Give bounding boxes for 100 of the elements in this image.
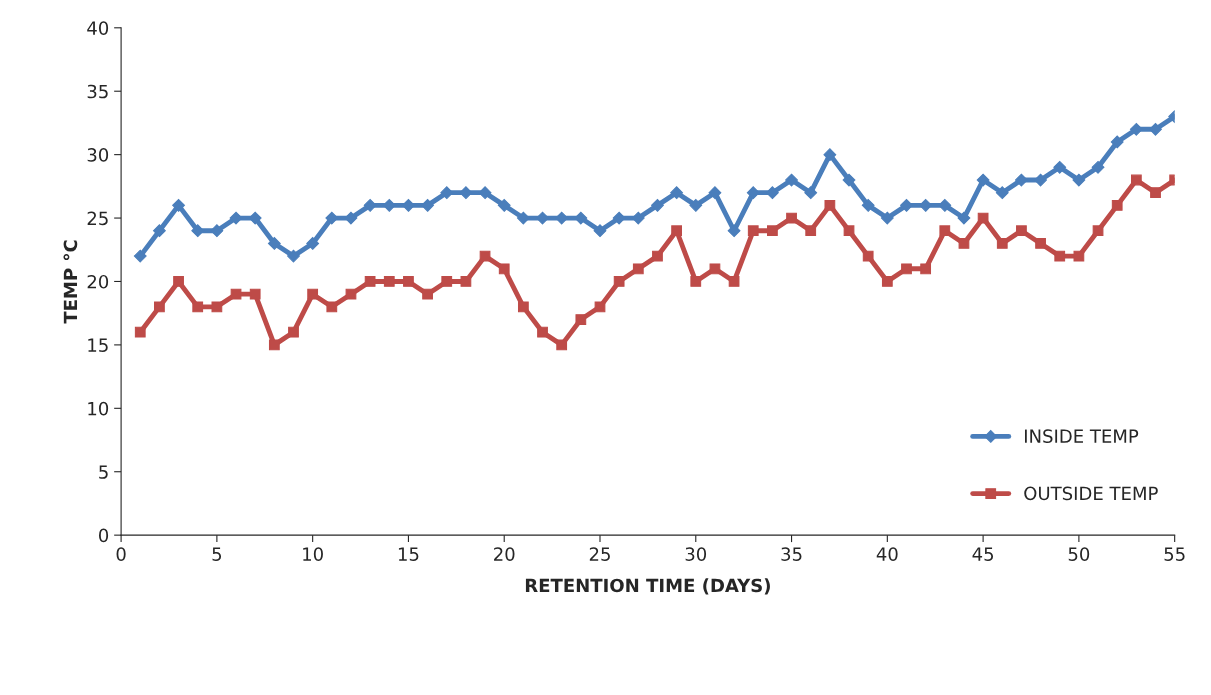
- point: [517, 301, 529, 313]
- point: [612, 211, 626, 225]
- point: [402, 198, 415, 212]
- point: [307, 288, 319, 300]
- point: [709, 263, 721, 275]
- y-tick-label: 5: [99, 465, 108, 479]
- point: [651, 198, 664, 212]
- point: [497, 198, 511, 212]
- y-tick-label: 25: [87, 211, 108, 226]
- point: [268, 339, 280, 351]
- point: [1149, 122, 1162, 136]
- point: [957, 211, 971, 225]
- point: [786, 212, 797, 224]
- x-tick-label: 55: [1164, 547, 1185, 561]
- point: [421, 198, 435, 212]
- point: [383, 276, 395, 287]
- y-axis-title: TEMP °C: [63, 240, 78, 324]
- point: [192, 301, 204, 313]
- point: [287, 249, 300, 263]
- point: [133, 249, 147, 263]
- point: [765, 186, 779, 200]
- point: [441, 276, 453, 287]
- point: [248, 211, 262, 225]
- point: [842, 173, 856, 187]
- point: [574, 211, 588, 225]
- point: [670, 186, 684, 200]
- point: [173, 276, 184, 287]
- point: [460, 276, 472, 287]
- point: [306, 237, 320, 250]
- point: [1111, 199, 1123, 211]
- point: [958, 238, 970, 249]
- point: [1110, 135, 1124, 149]
- point: [1150, 187, 1161, 199]
- point: [613, 276, 625, 287]
- point: [516, 211, 530, 225]
- point: [1053, 160, 1067, 174]
- x-tick-label: 50: [1068, 547, 1090, 561]
- point: [1092, 225, 1104, 237]
- x-tick-label: 40: [876, 547, 898, 561]
- point: [1091, 160, 1105, 174]
- point: [249, 288, 261, 300]
- point: [901, 263, 912, 275]
- y-tick-label: 10: [88, 401, 109, 416]
- x-tick-label: 25: [589, 547, 610, 561]
- point: [632, 263, 644, 275]
- point: [1054, 250, 1066, 262]
- y-tick-label: 20: [87, 274, 109, 289]
- point: [344, 211, 358, 225]
- point: [345, 288, 357, 300]
- y-tick-label: 35: [87, 84, 108, 99]
- point: [230, 288, 242, 300]
- point: [556, 339, 568, 351]
- point: [326, 301, 338, 313]
- point: [154, 301, 165, 313]
- point: [919, 198, 933, 212]
- point: [210, 224, 224, 238]
- point: [747, 225, 759, 237]
- point: [900, 198, 913, 212]
- point: [153, 224, 166, 238]
- point: [824, 199, 836, 211]
- point: [267, 237, 281, 250]
- x-tick-label: 0: [116, 547, 126, 561]
- point: [843, 225, 855, 237]
- point: [1130, 174, 1142, 186]
- point: [288, 326, 299, 338]
- point: [325, 211, 339, 225]
- point: [671, 225, 682, 237]
- point: [690, 276, 702, 287]
- point: [1035, 238, 1046, 249]
- point: [728, 276, 740, 287]
- point: [1034, 173, 1047, 187]
- point: [478, 186, 492, 200]
- point: [804, 186, 818, 200]
- point: [575, 314, 587, 325]
- point: [498, 263, 510, 275]
- point: [652, 250, 663, 262]
- x-tick-label: 20: [494, 547, 515, 561]
- point: [746, 186, 760, 200]
- x-tick-label: 5: [212, 547, 222, 561]
- point: [422, 288, 433, 300]
- point: [862, 250, 874, 262]
- point: [767, 225, 778, 237]
- point: [881, 276, 893, 287]
- point: [823, 148, 837, 162]
- legend-label: INSIDE TEMP: [1025, 429, 1139, 443]
- point: [976, 173, 990, 187]
- y-tick-label: 0: [99, 528, 109, 543]
- point: [594, 301, 606, 313]
- x-tick-label: 45: [972, 547, 994, 561]
- point: [382, 198, 396, 212]
- point: [536, 211, 549, 225]
- y-tick-label: 40: [87, 21, 109, 35]
- point: [211, 301, 223, 313]
- point: [689, 198, 703, 212]
- point: [403, 276, 414, 287]
- point: [537, 326, 548, 338]
- point: [805, 225, 817, 237]
- point: [229, 211, 243, 225]
- point: [1129, 122, 1143, 136]
- point: [708, 186, 722, 200]
